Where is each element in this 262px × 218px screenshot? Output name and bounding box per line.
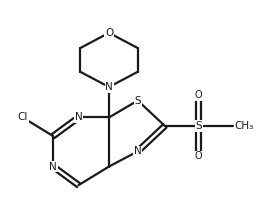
Text: Cl: Cl [18, 112, 28, 123]
Text: O: O [195, 151, 203, 161]
Text: O: O [195, 90, 203, 100]
Text: N: N [49, 162, 57, 172]
Text: O: O [105, 28, 113, 38]
Text: S: S [195, 121, 202, 131]
Text: S: S [134, 95, 141, 106]
Text: N: N [134, 146, 142, 156]
Text: CH₃: CH₃ [234, 121, 253, 131]
Text: N: N [105, 82, 113, 92]
Text: N: N [75, 112, 83, 123]
